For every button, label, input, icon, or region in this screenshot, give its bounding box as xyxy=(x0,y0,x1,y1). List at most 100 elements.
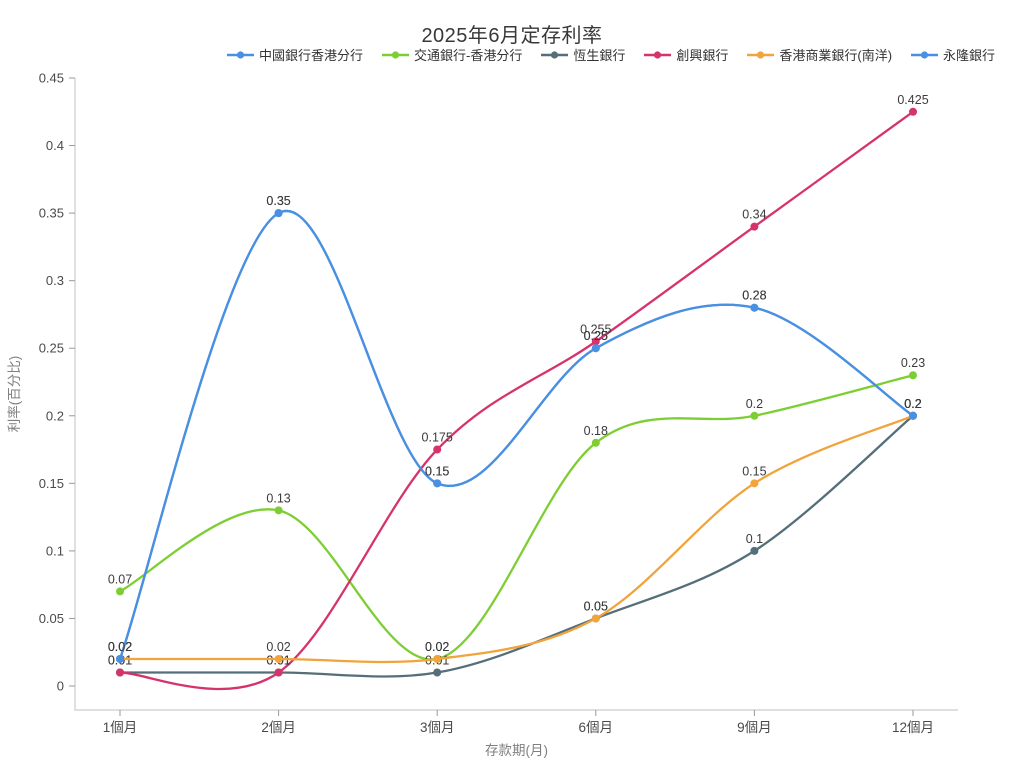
legend-item-3[interactable]: 創興銀行 xyxy=(644,45,728,64)
data-point xyxy=(433,654,442,663)
chart-title: 2025年6月定存利率 xyxy=(421,25,603,47)
data-point-label: 0.2 xyxy=(904,397,921,411)
data-point xyxy=(909,371,917,380)
legend-marker-dot xyxy=(551,50,559,59)
y-tick-label: 0.35 xyxy=(39,206,64,221)
y-tick-label: 0.2 xyxy=(46,408,64,423)
y-tick-label: 0.45 xyxy=(39,71,64,86)
data-point xyxy=(750,222,759,231)
legend-item-4[interactable]: 香港商業銀行(南洋) xyxy=(747,45,892,64)
data-point-label: 0.02 xyxy=(266,640,290,654)
x-tick-label: 2個月 xyxy=(261,720,296,735)
legend-label: 創興銀行 xyxy=(676,48,729,63)
data-point xyxy=(274,209,283,218)
data-point-label: 0.15 xyxy=(425,464,449,478)
series-line-2 xyxy=(118,414,915,678)
legend-marker-dot xyxy=(757,50,765,59)
y-tick-label: 0 xyxy=(57,679,64,694)
legend-marker-dot xyxy=(236,50,245,59)
legend-item-0[interactable]: 中國銀行香港分行 xyxy=(226,45,363,64)
y-tick-label: 0.25 xyxy=(39,341,64,356)
data-point-label: 0.02 xyxy=(425,640,449,654)
data-point-label: 0.255 xyxy=(580,322,611,336)
legend-label: 交通銀行-香港分行 xyxy=(413,48,523,63)
x-tick-label: 9個月 xyxy=(737,720,772,735)
y-axis-title: 利率(百分比) xyxy=(7,355,22,433)
data-point xyxy=(116,587,124,596)
data-point-label: 0.34 xyxy=(742,208,766,222)
series-line-4 xyxy=(118,414,915,664)
data-point xyxy=(433,479,442,488)
legend-marker-icon xyxy=(644,50,672,59)
data-point-label: 0.1 xyxy=(746,532,763,546)
x-tick-label: 12個月 xyxy=(892,720,934,735)
data-point-label: 0.2 xyxy=(746,397,763,411)
data-point-label: 0.05 xyxy=(584,599,608,613)
data-point-label: 0.28 xyxy=(742,289,766,303)
legend-item-2[interactable]: 恆生銀行 xyxy=(541,45,625,64)
data-point-label: 0.23 xyxy=(901,356,925,370)
data-point xyxy=(116,654,124,663)
data-point-label: 0.2 xyxy=(904,397,921,411)
data-point xyxy=(274,506,283,515)
data-point-label: 0.35 xyxy=(266,194,290,208)
data-point-label: 0.25 xyxy=(584,329,608,343)
data-point-label: 0.175 xyxy=(422,431,453,445)
data-point-label: 0.25 xyxy=(584,329,608,343)
data-point xyxy=(750,546,759,555)
legend: 中國銀行香港分行 交通銀行-香港分行 恆生銀行 創興銀行 香港商業銀行(南洋) 永隆銀行 xyxy=(226,45,995,64)
legend-marker-dot xyxy=(654,50,662,59)
data-point-label: 0.02 xyxy=(108,640,132,654)
legend-label: 恆生銀行 xyxy=(573,48,626,63)
legend-marker-icon xyxy=(911,50,939,59)
data-point xyxy=(591,438,600,447)
legend-marker-icon xyxy=(381,50,409,59)
y-tick-label: 0.05 xyxy=(39,611,64,626)
data-point xyxy=(433,445,442,454)
data-point xyxy=(909,411,917,420)
x-axis-title: 存款期(月) xyxy=(485,743,548,758)
data-point-label: 0.02 xyxy=(425,640,449,654)
data-point xyxy=(750,303,759,312)
data-point-label: 0.15 xyxy=(425,464,449,478)
data-point-label: 0.07 xyxy=(108,572,132,586)
data-point xyxy=(909,107,917,116)
axis-lines xyxy=(74,78,958,711)
legend-item-5[interactable]: 永隆銀行 xyxy=(911,45,995,64)
y-tick-label: 0.3 xyxy=(46,273,64,288)
data-point xyxy=(116,668,124,677)
data-point-label: 0.18 xyxy=(584,424,608,438)
data-point-label: 0.13 xyxy=(266,491,290,505)
legend-marker-dot xyxy=(920,50,929,59)
legend-marker-icon xyxy=(747,50,775,59)
series-line-3 xyxy=(118,110,915,691)
legend-label: 中國銀行香港分行 xyxy=(258,48,363,63)
y-tick-label: 0.4 xyxy=(46,138,64,153)
data-point xyxy=(750,411,759,420)
data-point xyxy=(274,654,283,663)
data-point xyxy=(274,668,283,677)
data-point-label: 0.28 xyxy=(742,289,766,303)
series-line-5 xyxy=(118,209,915,661)
data-point xyxy=(591,344,600,353)
data-point-label: 0.05 xyxy=(584,599,608,613)
legend-item-1[interactable]: 交通銀行-香港分行 xyxy=(381,45,523,64)
data-point-label: 0.2 xyxy=(904,397,921,411)
data-point-label: 0.35 xyxy=(266,194,290,208)
data-point xyxy=(750,479,759,488)
x-tick-label: 1個月 xyxy=(103,720,138,735)
data-point-label: 0.2 xyxy=(904,397,921,411)
y-tick-label: 0.15 xyxy=(39,476,64,491)
legend-marker-icon xyxy=(541,50,569,59)
y-tick-label: 0.1 xyxy=(46,543,64,558)
legend-label: 永隆銀行 xyxy=(943,48,996,63)
data-point xyxy=(433,668,442,677)
x-tick-label: 3個月 xyxy=(420,720,455,735)
data-point xyxy=(591,337,600,346)
series-line-1 xyxy=(118,374,915,661)
legend-marker-icon xyxy=(226,50,254,59)
data-point xyxy=(591,614,600,623)
legend-label: 香港商業銀行(南洋) xyxy=(779,48,893,63)
